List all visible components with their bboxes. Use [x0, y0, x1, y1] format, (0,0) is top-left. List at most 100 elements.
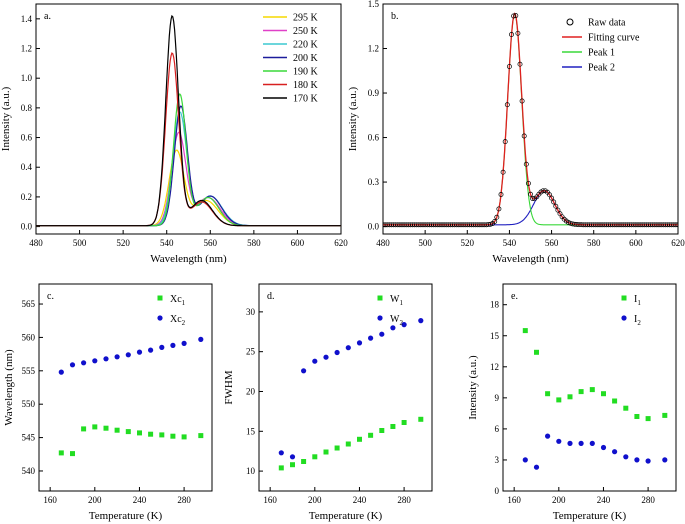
raw-data-point — [498, 192, 504, 197]
y-tick-label: 1.5 — [368, 0, 380, 9]
data-point-circle — [556, 438, 562, 444]
raw-data-point — [494, 214, 500, 220]
y-tick-label: 0.2 — [21, 192, 32, 202]
panel-d: 160 200 240 280 10 15 20 25 30 d. Temperature (K) F… — [223, 283, 433, 522]
y-tick-label: 1.4 — [21, 14, 33, 24]
legend-swatch-circle — [157, 315, 163, 321]
x-tick-label: 540 — [503, 238, 517, 248]
y-tick-label: 15 — [490, 331, 500, 341]
raw-data-point — [528, 191, 533, 197]
y-tick-label: 0.6 — [368, 133, 380, 143]
x-tick-label: 200 — [88, 495, 102, 505]
x-tick-label: 480 — [29, 238, 43, 248]
spectrum-line — [36, 131, 341, 227]
x-axis-label: Temperature (K) — [309, 510, 383, 522]
legend-name: I — [634, 314, 637, 325]
raw-data-point — [511, 13, 517, 19]
data-point-square — [323, 449, 329, 455]
data-point-square — [103, 425, 109, 431]
panel-c: 160 200 240 280 540 545 550 555 560 565 c. Temperat… — [3, 283, 213, 522]
legend-entry: Xc1 — [170, 294, 186, 307]
data-point-circle — [69, 362, 76, 368]
x-tick-label: 240 — [597, 495, 611, 505]
data-point-square — [623, 405, 629, 411]
raw-data-point — [549, 195, 555, 201]
panel-a: 480 500 520 540 560 580 600 620 0.0 0.2 0.4 0.6 0.8 1… — [0, 3, 348, 265]
legend-entry: Peak 2 — [588, 63, 615, 74]
data-point-square — [290, 462, 295, 468]
raw-data-point — [519, 98, 525, 104]
data-point-square — [170, 433, 176, 439]
y-tick-label: 1.2 — [21, 44, 32, 54]
legend-entry: W1 — [390, 294, 403, 307]
data-point-circle — [278, 450, 284, 456]
data-point-square — [159, 432, 165, 438]
raw-data-point — [530, 196, 536, 201]
x-tick-label: 560 — [204, 238, 218, 248]
y-tick-label: 0.0 — [368, 222, 380, 232]
legend-swatch-circle — [377, 315, 383, 321]
data-point-square — [379, 428, 385, 433]
data-point-circle — [612, 449, 618, 455]
x-tick-label: 280 — [641, 495, 655, 505]
x-tick-label: 600 — [629, 238, 643, 248]
data-point-square — [634, 414, 640, 419]
y-tick-label: 0.4 — [21, 162, 33, 172]
y-tick-label: 1.0 — [21, 73, 33, 83]
data-point-square — [125, 429, 131, 435]
x-tick-label: 280 — [177, 495, 191, 505]
data-point-square — [148, 431, 154, 437]
legend-entry: Peak 1 — [588, 48, 615, 59]
data-point-square — [181, 434, 187, 440]
raw-data-point — [553, 203, 559, 209]
data-point-circle — [58, 369, 64, 375]
data-point-circle — [645, 458, 651, 464]
legend-name: W — [390, 294, 400, 305]
legend-swatch-square — [621, 295, 627, 301]
y-tick-label: 560 — [22, 332, 36, 342]
data-point-square — [334, 445, 340, 451]
x-axis-label: Wavelength (nm) — [150, 253, 227, 265]
x-tick-label: 480 — [376, 238, 390, 248]
data-point-circle — [401, 322, 407, 328]
data-point-square — [345, 441, 351, 447]
data-point-square — [589, 387, 595, 393]
raw-data-point — [504, 102, 510, 108]
y-axis-label: Intensity (a.u.) — [0, 86, 12, 151]
y-axis-label: FWHM — [223, 370, 235, 404]
legend-entry: 190 K — [293, 67, 319, 78]
y-axis-label: Intensity (a.u.) — [347, 86, 359, 151]
data-point-square — [390, 424, 396, 429]
legend-swatch-square — [157, 295, 163, 301]
legend-subscript: 1 — [637, 299, 641, 307]
x-tick-label: 580 — [247, 238, 261, 248]
legend-swatch-circle — [621, 315, 627, 321]
raw-data-point — [521, 133, 527, 139]
data-point-square — [312, 454, 318, 460]
legend-entry: 180 K — [293, 80, 319, 91]
raw-data-point — [492, 219, 498, 224]
fitting-curve-line — [383, 12, 678, 226]
plot-frame — [382, 3, 679, 235]
x-tick-label: 160 — [43, 495, 57, 505]
data-point-square — [612, 398, 618, 404]
data-point-circle — [368, 335, 374, 341]
x-tick-label: 580 — [587, 238, 601, 248]
data-point-square — [114, 427, 120, 433]
panel-label: b. — [391, 11, 399, 22]
x-tick-label: 620 — [671, 238, 685, 248]
data-point-square — [401, 420, 407, 425]
data-point-circle — [522, 457, 528, 463]
y-tick-label: 20 — [246, 386, 256, 396]
x-tick-label: 200 — [308, 495, 322, 505]
data-point-circle — [379, 331, 385, 337]
raw-data-point — [523, 161, 529, 167]
data-point-circle — [600, 444, 607, 451]
data-point-circle — [198, 336, 204, 342]
legend-entry: 250 K — [293, 26, 319, 37]
data-point-circle — [545, 433, 551, 439]
legend-raw-swatch — [566, 18, 574, 26]
data-point-square — [137, 430, 142, 436]
data-point-square — [522, 328, 528, 334]
data-point-circle — [533, 464, 540, 470]
